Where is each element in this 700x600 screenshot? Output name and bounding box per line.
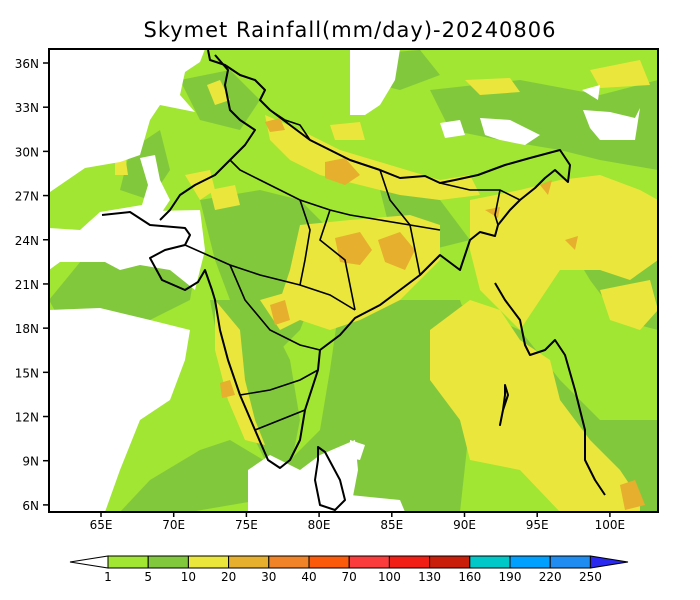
x-tick-label: 80E (308, 518, 331, 532)
y-tick-label: 15N (15, 366, 39, 380)
y-tick-label: 18N (15, 322, 39, 336)
colorbar-label: 10 (181, 570, 196, 584)
x-tick-label: 100E (595, 518, 626, 532)
colorbar-segment (107, 555, 149, 569)
state-boundaries (184, 109, 521, 431)
colorbar-label: 5 (144, 570, 152, 584)
y-tick-label: 12N (15, 411, 39, 425)
pakistan-border (159, 54, 256, 221)
colorbar-label: 190 (499, 570, 522, 584)
plot-frame (48, 48, 659, 513)
colorbar-label: 20 (221, 570, 236, 584)
colorbar-label: 100 (378, 570, 401, 584)
colorbar-segment (429, 555, 471, 569)
y-tick-label: 24N (15, 234, 39, 248)
colorbar-segment (147, 555, 189, 569)
x-tick-label: 85E (380, 518, 403, 532)
map-title: Skymet Rainfall(mm/day)-20240806 (143, 18, 557, 42)
myanmar-coast (494, 282, 606, 496)
andaman-islands (499, 384, 509, 426)
colorbar-label: 40 (301, 570, 316, 584)
rainfall-field (49, 49, 658, 512)
colorbar-segment (469, 555, 511, 569)
colorbar-segment (509, 555, 551, 569)
x-tick-label: 65E (90, 518, 113, 532)
colorbar-label: 160 (458, 570, 481, 584)
colorbar-segment (348, 555, 390, 569)
colorbar: 1 5 10 20 30 40 70 100 130 160 190 220 250 (69, 555, 629, 584)
colorbar-segment (388, 555, 431, 569)
colorbar-label: 220 (539, 570, 562, 584)
colorbar-segment (549, 555, 591, 569)
colorbar-under-triangle (69, 555, 109, 569)
colorbar-label: 130 (418, 570, 441, 584)
y-tick-label: 30N (15, 145, 39, 159)
rain-20-30-areas (220, 118, 645, 510)
colorbar-segment (187, 555, 230, 569)
y-tick-label: 27N (15, 190, 39, 204)
y-tick-label: 33N (15, 101, 39, 115)
colorbar-label: 1 (104, 570, 112, 584)
y-tick-label: 21N (15, 278, 39, 292)
country-boundaries (101, 49, 606, 511)
x-tick-label: 90E (453, 518, 476, 532)
x-tick-label: 95E (526, 518, 549, 532)
colorbar-label: 70 (342, 570, 357, 584)
x-axis-ticks: 65E 70E 75E 80E 85E 90E 95E 100E (90, 512, 626, 532)
x-tick-label: 75E (235, 518, 258, 532)
y-tick-label: 6N (22, 499, 39, 513)
y-tick-label: 36N (15, 57, 39, 71)
colorbar-label: 30 (261, 570, 276, 584)
sri-lanka-outline (314, 446, 346, 511)
colorbar-segment (308, 555, 350, 569)
colorbar-over-triangle (589, 555, 629, 569)
y-axis-ticks: 36N 33N 30N 27N 24N 21N 18N 15N 12N 9N 6N (15, 57, 49, 513)
y-tick-label: 9N (22, 455, 39, 469)
colorbar-segment (228, 555, 270, 569)
colorbar-segment (268, 555, 310, 569)
colorbar-label: 250 (579, 570, 602, 584)
x-tick-label: 70E (162, 518, 185, 532)
india-outline (101, 49, 571, 469)
rain-below-1-areas (49, 49, 640, 512)
